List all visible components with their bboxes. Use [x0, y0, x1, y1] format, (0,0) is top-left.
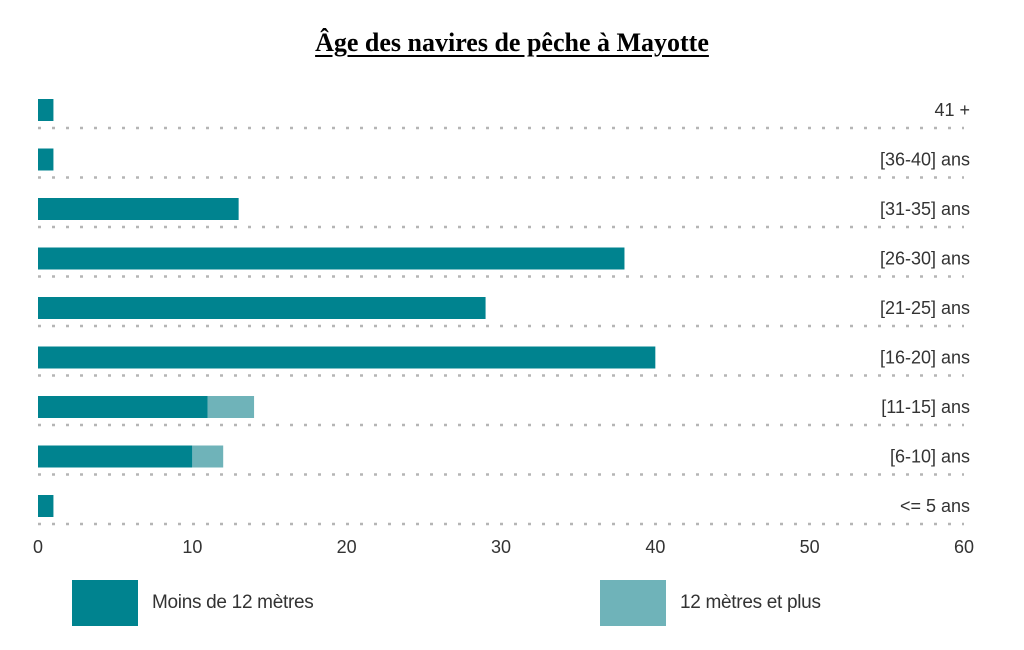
x-tick-label: 20: [337, 537, 357, 557]
x-tick-label: 60: [954, 537, 974, 557]
x-tick-label: 0: [33, 537, 43, 557]
category-label: [31-35] ans: [880, 199, 970, 219]
bar-12-metres-et-plus: [192, 445, 224, 468]
legend-label: Moins de 12 mètres: [152, 592, 314, 613]
legend-item-moins-de-12-metres: Moins de 12 mètres: [72, 580, 314, 626]
legend: Moins de 12 mètres 12 mètres et plus: [0, 580, 1024, 630]
category-label: [6-10] ans: [890, 447, 970, 467]
legend-item-12-metres-et-plus: 12 mètres et plus: [600, 580, 821, 626]
category-label: <= 5 ans: [900, 496, 970, 516]
bar-moins-de-12-metres: [38, 445, 193, 468]
category-label: [26-30] ans: [880, 249, 970, 269]
category-label: [11-15] ans: [881, 397, 970, 417]
legend-label: 12 mètres et plus: [680, 592, 821, 613]
bar-chart: 41 + [36-40] ans [31-35] ans [26-30] ans [21…: [33, 99, 974, 557]
bar-12-metres-et-plus: [207, 396, 255, 418]
bar-moins-de-12-metres: [38, 346, 656, 369]
x-tick-label: 30: [491, 537, 511, 557]
chart-title: Âge des navires de pêche à Mayotte: [315, 28, 709, 57]
bar-moins-de-12-metres: [38, 99, 54, 121]
bar-moins-de-12-metres: [38, 148, 54, 171]
category-labels: 41 + [36-40] ans [31-35] ans [26-30] ans [21…: [880, 100, 970, 516]
category-label: [36-40] ans: [880, 150, 970, 170]
category-label: 41 +: [934, 100, 970, 120]
bars: [38, 99, 656, 517]
category-label: [21-25] ans: [880, 298, 970, 318]
bar-moins-de-12-metres: [38, 198, 239, 220]
x-tick-label: 40: [645, 537, 665, 557]
category-label: [16-20] ans: [880, 348, 970, 368]
x-tick-label: 50: [800, 537, 820, 557]
bar-moins-de-12-metres: [38, 396, 208, 418]
bar-moins-de-12-metres: [38, 495, 54, 517]
legend-swatch: [72, 580, 138, 626]
bar-moins-de-12-metres: [38, 247, 625, 270]
x-axis-tick-labels: 0 10 20 30 40 50 60: [33, 537, 974, 557]
bar-moins-de-12-metres: [38, 297, 486, 319]
guide-lines: [38, 126, 964, 526]
legend-swatch: [600, 580, 666, 626]
x-tick-label: 10: [182, 537, 202, 557]
